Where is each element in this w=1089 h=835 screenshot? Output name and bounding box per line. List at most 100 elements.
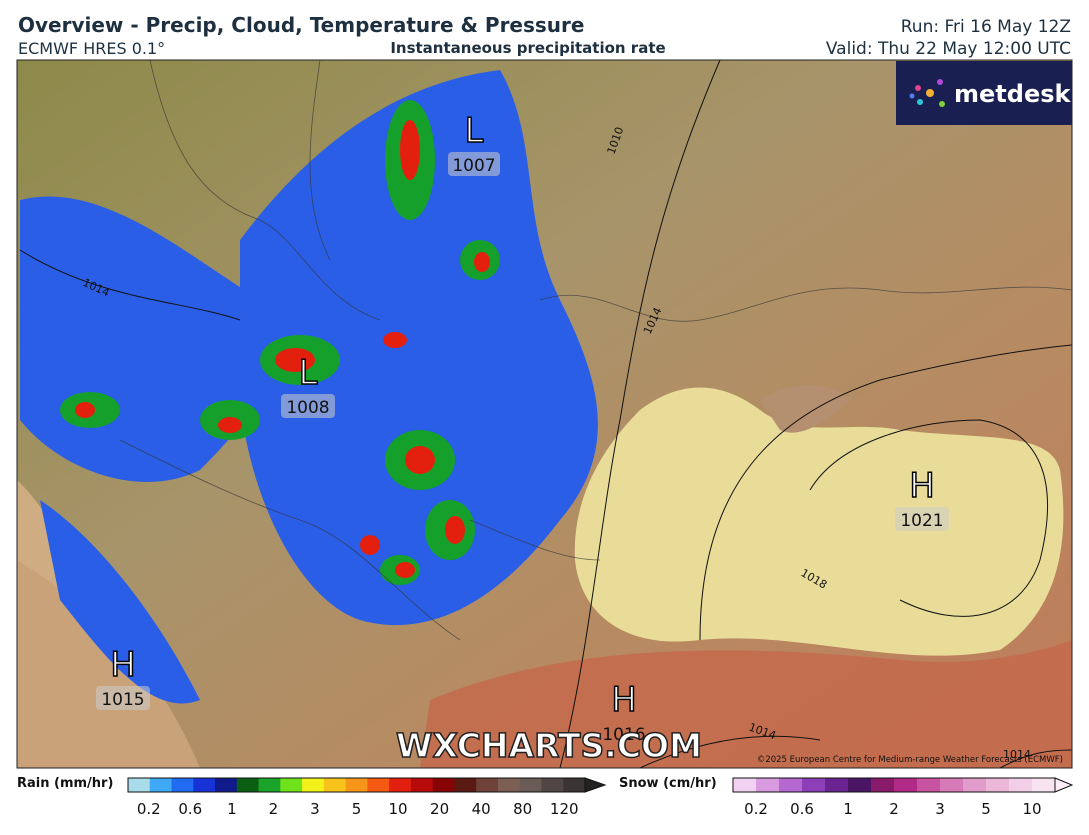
rain-swatch [367, 778, 390, 792]
rain-tick-label: 0.2 [137, 800, 161, 818]
rain-tick-label: 1 [227, 800, 237, 818]
snow-tick-label: 0.2 [744, 800, 768, 818]
rain-tick-label: 40 [472, 800, 491, 818]
snow-swatch [1032, 778, 1056, 792]
field: Instantaneous precipitation rate [390, 39, 665, 57]
rain-area [40, 500, 200, 704]
center-type: H [611, 680, 637, 720]
rain-swatch [389, 778, 412, 792]
rain-swatch [323, 778, 347, 792]
rain-swatch [497, 778, 521, 792]
crimea [760, 385, 850, 433]
snow-swatch [1009, 778, 1033, 792]
rain-swatch [345, 778, 368, 792]
snow-swatch [871, 778, 895, 792]
rain-swatch [432, 778, 455, 792]
map-frame [16, 59, 1073, 769]
legend: Rain (mm/hr) Snow (cm/hr) 0.2 0.6 1 2 3 5 10 20… [17, 776, 1074, 818]
pressure-center: H 1016 [602, 679, 645, 745]
snow-swatch [825, 778, 849, 792]
isobar-label: 1014 [1003, 748, 1031, 761]
center-type: H [110, 645, 136, 685]
snow-swatch [940, 778, 964, 792]
snow-swatch [986, 778, 1010, 792]
rain-swatch [454, 778, 477, 792]
rain-swatch [236, 778, 260, 792]
isobars [19, 60, 1072, 768]
title: Overview - Precip, Cloud, Temperature & … [18, 13, 584, 37]
logo-text: metdesk [954, 80, 1072, 108]
center-type: L [465, 111, 484, 151]
center-value: 1007 [452, 156, 495, 176]
rain-legend-label: Rain (mm/hr) [17, 776, 113, 791]
snow-swatch [733, 778, 757, 792]
pressure-center: H 1021 [895, 465, 949, 531]
map [17, 60, 1072, 768]
rain-swatch [215, 778, 238, 792]
valid: Valid: Thu 22 May 12:00 UTC [826, 39, 1071, 59]
rain-swatch [541, 778, 564, 792]
snow-tick-label: 0.6 [790, 800, 814, 818]
anatolia [420, 640, 1072, 768]
snow-frame [732, 777, 1056, 793]
run: Run: Fri 16 May 12Z [901, 17, 1071, 37]
rain-tick-label: 2 [269, 800, 279, 818]
rain-swatch [258, 778, 281, 792]
snow-swatch [963, 778, 987, 792]
rain-tick-label: 10 [388, 800, 407, 818]
rain-frame [127, 777, 586, 793]
rain-swatch [563, 778, 586, 792]
rain-tick-label: 0.6 [178, 800, 202, 818]
snow-swatch [802, 778, 826, 792]
black-sea [574, 387, 1064, 656]
snow-tick-label: 3 [935, 800, 945, 818]
pressure-center: H 1015 [96, 644, 150, 710]
pressure-center: L 1008 [281, 352, 335, 418]
snow-legend-label: Snow (cm/hr) [619, 776, 717, 791]
snow-tick-label: 2 [889, 800, 899, 818]
pressure-centers: L 1007 L 1008 H 1021 H 1015 H 1016 [96, 110, 949, 745]
rain-swatch [128, 778, 151, 792]
snow-arrow [1054, 777, 1074, 793]
logo-box [896, 61, 1072, 125]
center-type: H [909, 466, 935, 506]
logo-icon [909, 79, 945, 107]
snow-swatch [894, 778, 918, 792]
rain-swatch [519, 778, 542, 792]
rain-tick-label: 80 [513, 800, 532, 818]
rain-swatch [476, 778, 499, 792]
rain-swatch [149, 778, 173, 792]
rain-area [240, 70, 598, 626]
rain-swatch [280, 778, 303, 792]
borders [119, 60, 1072, 641]
snow-tick-label: 1 [843, 800, 853, 818]
rain-swatch [171, 778, 194, 792]
rain-heavy [75, 120, 490, 578]
pressure-center: L 1007 [448, 110, 500, 176]
snow-swatch [848, 778, 872, 792]
rain-tick-label: 5 [352, 800, 362, 818]
rain-tick-label: 20 [430, 800, 449, 818]
rain-arrow [584, 777, 607, 793]
italy [17, 560, 200, 768]
model: ECMWF HRES 0.1° [18, 39, 165, 58]
rain-tick-label: 3 [310, 800, 320, 818]
center-value: 1015 [101, 690, 144, 710]
snow-swatch [756, 778, 780, 792]
rain-swatch [193, 778, 216, 792]
snow-tick-label: 10 [1022, 800, 1041, 818]
center-value: 1016 [602, 725, 645, 745]
center-value: 1021 [900, 511, 943, 531]
snow-swatch [917, 778, 941, 792]
snow-swatch [779, 778, 803, 792]
watermark: WXCHARTS.COM [396, 726, 702, 765]
rain-swatch [410, 778, 434, 792]
center-type: L [299, 353, 318, 393]
rain-swatch [302, 778, 325, 792]
rain-tick-label: 120 [550, 800, 579, 818]
center-value: 1008 [286, 398, 329, 418]
snow-tick-label: 5 [981, 800, 991, 818]
copyright: ©2025 European Centre for Medium-range W… [757, 755, 1063, 765]
